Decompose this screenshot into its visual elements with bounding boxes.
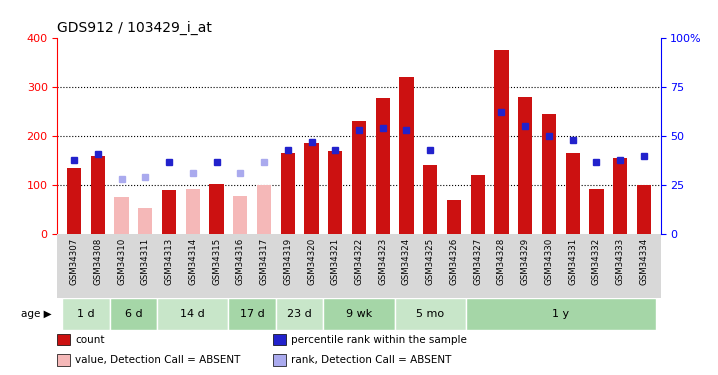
Text: GSM34333: GSM34333 — [616, 238, 625, 285]
Text: 1 y: 1 y — [552, 309, 569, 319]
Bar — [57, 354, 70, 366]
Bar — [328, 151, 342, 234]
Bar — [257, 185, 271, 234]
Text: 23 d: 23 d — [287, 309, 312, 319]
Bar — [323, 298, 395, 330]
Bar — [138, 208, 152, 234]
Text: GSM34327: GSM34327 — [473, 238, 482, 285]
Text: 5 mo: 5 mo — [416, 309, 444, 319]
Bar — [495, 50, 508, 234]
Text: percentile rank within the sample: percentile rank within the sample — [291, 334, 467, 345]
Text: GSM34310: GSM34310 — [117, 238, 126, 285]
Bar — [637, 185, 651, 234]
Bar — [542, 114, 556, 234]
Text: GSM34325: GSM34325 — [426, 238, 434, 285]
Text: 9 wk: 9 wk — [346, 309, 372, 319]
Bar — [273, 334, 286, 345]
Bar — [376, 98, 390, 234]
Text: GSM34323: GSM34323 — [378, 238, 387, 285]
Text: GSM34334: GSM34334 — [640, 238, 648, 285]
Text: GSM34321: GSM34321 — [331, 238, 340, 285]
Text: GSM34320: GSM34320 — [307, 238, 316, 285]
Text: GSM34332: GSM34332 — [592, 238, 601, 285]
Bar — [233, 196, 248, 234]
Bar — [273, 354, 286, 366]
Bar — [399, 77, 414, 234]
Text: 14 d: 14 d — [180, 309, 205, 319]
Text: age ▶: age ▶ — [21, 309, 52, 319]
Bar — [304, 143, 319, 234]
Bar — [186, 189, 200, 234]
Text: GSM34313: GSM34313 — [164, 238, 174, 285]
Text: GSM34328: GSM34328 — [497, 238, 506, 285]
Text: 6 d: 6 d — [125, 309, 142, 319]
Bar — [613, 158, 628, 234]
Text: GSM34329: GSM34329 — [521, 238, 530, 285]
Bar — [62, 298, 110, 330]
Bar — [276, 298, 323, 330]
Bar — [423, 165, 437, 234]
Text: GSM34316: GSM34316 — [236, 238, 245, 285]
Text: GSM34330: GSM34330 — [544, 238, 554, 285]
Text: GSM34322: GSM34322 — [355, 238, 363, 285]
Bar — [447, 200, 461, 234]
Bar — [162, 190, 176, 234]
Text: GSM34326: GSM34326 — [449, 238, 459, 285]
Text: GSM34324: GSM34324 — [402, 238, 411, 285]
Bar — [470, 176, 485, 234]
Bar — [589, 189, 604, 234]
Bar — [466, 298, 656, 330]
Text: GSM34311: GSM34311 — [141, 238, 150, 285]
Text: rank, Detection Call = ABSENT: rank, Detection Call = ABSENT — [291, 355, 451, 365]
Text: GSM34331: GSM34331 — [568, 238, 577, 285]
Text: value, Detection Call = ABSENT: value, Detection Call = ABSENT — [75, 355, 241, 365]
Text: GSM34317: GSM34317 — [259, 238, 269, 285]
Text: GSM34307: GSM34307 — [70, 238, 78, 285]
Bar — [90, 156, 105, 234]
Bar — [57, 334, 70, 345]
Bar — [157, 298, 228, 330]
Bar — [110, 298, 157, 330]
Text: 1 d: 1 d — [77, 309, 95, 319]
Text: GSM34315: GSM34315 — [212, 238, 221, 285]
Bar — [352, 121, 366, 234]
Bar — [67, 168, 81, 234]
Text: GSM34314: GSM34314 — [188, 238, 197, 285]
Bar — [228, 298, 276, 330]
Text: GSM34308: GSM34308 — [93, 238, 102, 285]
Text: GDS912 / 103429_i_at: GDS912 / 103429_i_at — [57, 21, 213, 35]
Bar — [395, 298, 466, 330]
Bar — [114, 198, 129, 234]
Text: count: count — [75, 334, 105, 345]
Bar — [566, 153, 580, 234]
Text: GSM34319: GSM34319 — [284, 238, 292, 285]
Text: 17 d: 17 d — [240, 309, 264, 319]
Bar — [518, 97, 532, 234]
Bar — [210, 184, 223, 234]
Bar — [281, 153, 295, 234]
